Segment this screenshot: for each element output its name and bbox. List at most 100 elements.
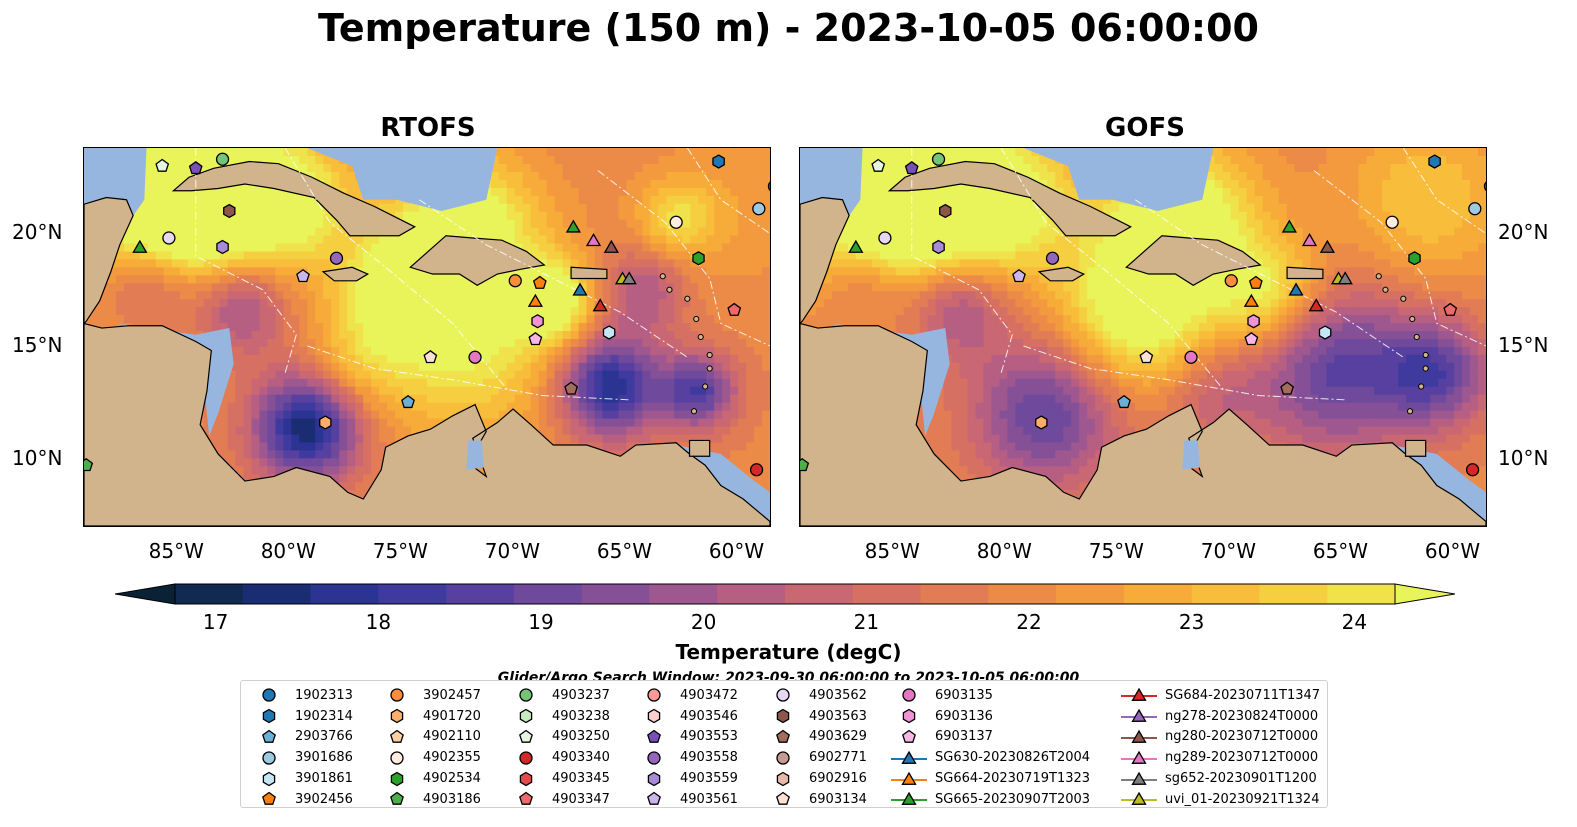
gofs-marker-4903347[interactable] — [1443, 302, 1458, 316]
gofs-marker-4903563[interactable] — [939, 203, 952, 219]
gofs-marker-SG684-20230711T1347[interactable] — [1308, 298, 1324, 312]
triangle-marker-icon[interactable] — [1131, 688, 1147, 702]
gofs-marker-SG665-20230907T2003[interactable] — [848, 239, 864, 253]
rtofs-marker-4903340[interactable] — [749, 463, 764, 477]
pentagon-marker-icon[interactable] — [776, 792, 790, 806]
gofs-marker-4903186[interactable] — [799, 457, 810, 472]
rtofs-marker-ng280-20230712T0000[interactable] — [603, 239, 619, 253]
triangle-marker-icon[interactable] — [1131, 729, 1147, 743]
rtofs-marker-4903563[interactable] — [223, 203, 236, 219]
gofs-marker-3902457[interactable] — [1224, 274, 1238, 288]
gofs-marker-SG664-20230719T1323[interactable] — [1243, 293, 1259, 307]
pentagon-marker-icon[interactable] — [262, 792, 276, 806]
gofs-marker-SG665-20230907T2003[interactable] — [1281, 219, 1297, 233]
gofs-marker-4903553[interactable] — [904, 161, 919, 175]
rtofs-marker-3902456[interactable] — [532, 275, 547, 289]
gofs-marker-6903137[interactable] — [1244, 332, 1259, 346]
gofs-marker-4903558[interactable] — [1045, 251, 1060, 265]
triangle-marker-icon[interactable] — [1131, 708, 1147, 723]
circle-marker-icon[interactable] — [519, 688, 533, 703]
circle-marker-icon[interactable] — [776, 751, 790, 765]
circle-marker-icon[interactable] — [647, 751, 661, 765]
rtofs-marker-4902355[interactable] — [669, 215, 683, 229]
triangle-marker-icon[interactable] — [1131, 750, 1147, 764]
rtofs-marker-4901720[interactable] — [319, 415, 332, 430]
circle-marker-icon[interactable] — [902, 688, 916, 703]
pentagon-marker-icon[interactable] — [519, 729, 533, 743]
hexagon-marker-icon[interactable] — [776, 771, 790, 786]
hexagon-marker-icon[interactable] — [776, 708, 790, 724]
rtofs-marker-6903136[interactable] — [531, 314, 544, 329]
pentagon-marker-icon[interactable] — [262, 729, 276, 743]
gofs-marker-4903561[interactable] — [1012, 268, 1026, 283]
gofs-marker-4901720[interactable] — [1035, 415, 1048, 430]
rtofs-marker-4903559[interactable] — [216, 239, 229, 255]
rtofs-marker-4903186[interactable] — [83, 457, 94, 472]
gofs-map[interactable] — [799, 147, 1487, 527]
gofs-marker-4903237[interactable] — [931, 152, 946, 166]
gofs-marker-sg652-20230901T1200[interactable] — [1337, 271, 1353, 285]
gofs-marker-SG630-20230826T2004[interactable] — [1288, 282, 1304, 296]
hexagon-marker-icon[interactable] — [519, 771, 533, 786]
rtofs-marker-4903562[interactable] — [162, 231, 176, 245]
circle-marker-icon[interactable] — [390, 751, 404, 765]
rtofs-marker-6903135[interactable] — [468, 350, 482, 364]
gofs-marker-3901686[interactable] — [1468, 202, 1482, 216]
gofs-marker-3901861[interactable] — [1318, 325, 1332, 340]
gofs-marker-2903766[interactable] — [1117, 394, 1131, 409]
triangle-marker-icon[interactable] — [901, 792, 917, 806]
gofs-marker-4903250[interactable] — [871, 158, 886, 172]
pentagon-marker-icon[interactable] — [902, 729, 916, 743]
hexagon-marker-icon[interactable] — [902, 708, 916, 724]
pentagon-marker-icon[interactable] — [647, 792, 661, 806]
gofs-marker-ng280-20230712T0000[interactable] — [1319, 239, 1335, 253]
gofs-marker-4903629[interactable] — [1280, 381, 1295, 395]
circle-marker-icon[interactable] — [390, 688, 404, 703]
rtofs-marker-SG630-20230826T2004[interactable] — [572, 282, 588, 296]
gofs-marker-4902534[interactable] — [1408, 251, 1421, 266]
triangle-marker-icon[interactable] — [901, 771, 917, 785]
rtofs-marker-ng289-20230712T0000[interactable] — [585, 232, 602, 247]
circle-marker-icon[interactable] — [519, 751, 533, 765]
gofs-marker-3902456[interactable] — [1248, 275, 1263, 289]
gofs-marker-1902313[interactable] — [1483, 180, 1487, 192]
gofs-marker-6903134[interactable] — [1139, 350, 1154, 364]
hexagon-marker-icon[interactable] — [390, 708, 404, 724]
pentagon-marker-icon[interactable] — [776, 729, 790, 743]
circle-marker-icon[interactable] — [776, 688, 790, 703]
rtofs-marker-3901861[interactable] — [602, 325, 616, 340]
pentagon-marker-icon[interactable] — [647, 729, 661, 743]
hexagon-marker-icon[interactable] — [390, 771, 404, 786]
gofs-marker-4903562[interactable] — [878, 231, 892, 245]
pentagon-marker-icon[interactable] — [390, 729, 404, 743]
rtofs-marker-3901686[interactable] — [752, 202, 766, 216]
rtofs-marker-4903561[interactable] — [296, 268, 310, 283]
rtofs-marker-1902314[interactable] — [712, 154, 725, 169]
rtofs-marker-SG664-20230719T1323[interactable] — [527, 293, 543, 307]
triangle-marker-icon[interactable] — [901, 750, 917, 764]
hexagon-marker-icon[interactable] — [647, 771, 661, 786]
rtofs-marker-4903553[interactable] — [188, 161, 203, 175]
rtofs-marker-4903347[interactable] — [727, 302, 742, 316]
hexagon-marker-icon[interactable] — [519, 708, 533, 724]
circle-marker-icon[interactable] — [262, 688, 276, 703]
rtofs-marker-SG665-20230907T2003[interactable] — [132, 239, 148, 253]
gofs-marker-ng289-20230712T0000[interactable] — [1301, 232, 1318, 247]
hexagon-marker-icon[interactable] — [262, 708, 276, 724]
rtofs-marker-SG665-20230907T2003[interactable] — [565, 219, 581, 233]
rtofs-marker-4903250[interactable] — [155, 158, 170, 172]
gofs-marker-6903135[interactable] — [1184, 350, 1198, 364]
rtofs-marker-3902457[interactable] — [508, 274, 522, 288]
rtofs-marker-4903558[interactable] — [329, 251, 344, 265]
rtofs-marker-4903237[interactable] — [215, 152, 230, 166]
rtofs-marker-6903137[interactable] — [528, 332, 543, 346]
rtofs-marker-sg652-20230901T1200[interactable] — [621, 271, 637, 285]
gofs-marker-4902355[interactable] — [1385, 215, 1399, 229]
circle-marker-icon[interactable] — [262, 751, 276, 765]
hexagon-marker-icon[interactable] — [262, 771, 276, 786]
pentagon-marker-icon[interactable] — [519, 792, 533, 806]
gofs-marker-6903136[interactable] — [1247, 314, 1260, 329]
gofs-marker-4903340[interactable] — [1465, 463, 1480, 477]
rtofs-marker-1902313[interactable] — [767, 180, 771, 192]
rtofs-marker-4903629[interactable] — [564, 381, 579, 395]
